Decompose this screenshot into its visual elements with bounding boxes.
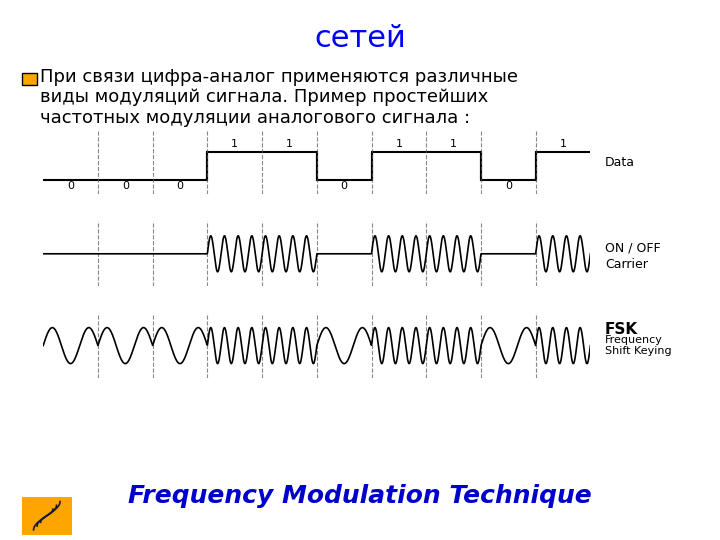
Text: 1: 1	[559, 139, 567, 148]
Text: ON / OFF: ON / OFF	[605, 242, 660, 255]
Text: 0: 0	[505, 181, 512, 191]
Text: Frequency: Frequency	[605, 335, 662, 345]
Text: 1: 1	[286, 139, 293, 148]
Text: 1: 1	[395, 139, 402, 148]
Text: Data: Data	[605, 156, 635, 168]
Text: Carrier: Carrier	[605, 258, 648, 271]
Text: 0: 0	[122, 181, 129, 191]
Text: При связи цифра-аналог применяются различные
виды модуляций сигнала. Пример прос: При связи цифра-аналог применяются разли…	[40, 68, 518, 127]
Text: 0: 0	[341, 181, 348, 191]
Text: сетей: сетей	[314, 24, 406, 53]
Text: Shift Keying: Shift Keying	[605, 346, 672, 356]
Text: FSK: FSK	[605, 322, 638, 337]
Text: 1: 1	[231, 139, 238, 148]
Text: 0: 0	[67, 181, 74, 191]
Text: 1: 1	[450, 139, 457, 148]
Text: Frequency Modulation Technique: Frequency Modulation Technique	[128, 484, 592, 508]
Text: 0: 0	[176, 181, 184, 191]
